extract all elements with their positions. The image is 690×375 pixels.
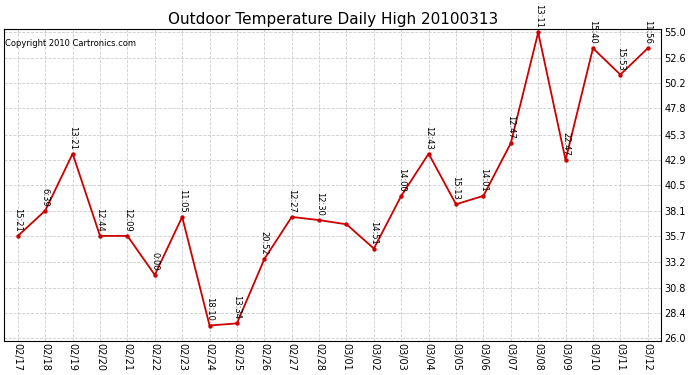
Point xyxy=(368,246,380,252)
Point xyxy=(122,233,133,239)
Text: 15:40: 15:40 xyxy=(589,20,598,44)
Text: 13:34: 13:34 xyxy=(233,295,241,319)
Text: 18:10: 18:10 xyxy=(205,297,214,321)
Point xyxy=(560,157,571,163)
Text: 12:43: 12:43 xyxy=(424,126,433,150)
Text: 11:56: 11:56 xyxy=(643,20,652,44)
Text: 15:13: 15:13 xyxy=(451,176,460,200)
Text: 12:27: 12:27 xyxy=(287,189,296,213)
Point xyxy=(12,233,23,239)
Point xyxy=(40,208,51,214)
Text: 12:47: 12:47 xyxy=(506,115,515,139)
Text: 15:53: 15:53 xyxy=(616,46,625,70)
Point xyxy=(478,193,489,199)
Point xyxy=(505,140,516,146)
Point xyxy=(615,72,626,78)
Text: 22:47: 22:47 xyxy=(561,132,570,156)
Text: 6:39: 6:39 xyxy=(41,188,50,206)
Text: 14:51: 14:51 xyxy=(369,220,378,245)
Point xyxy=(423,151,434,157)
Text: 20:52: 20:52 xyxy=(260,231,269,255)
Point xyxy=(396,193,407,199)
Point xyxy=(451,201,462,207)
Text: Copyright 2010 Cartronics.com: Copyright 2010 Cartronics.com xyxy=(6,39,137,48)
Point xyxy=(533,30,544,36)
Point xyxy=(642,45,653,51)
Point xyxy=(177,214,188,220)
Point xyxy=(313,217,324,223)
Point xyxy=(204,322,215,328)
Text: 12:30: 12:30 xyxy=(315,192,324,216)
Point xyxy=(341,221,352,227)
Point xyxy=(259,256,270,262)
Title: Outdoor Temperature Daily High 20100313: Outdoor Temperature Daily High 20100313 xyxy=(168,12,498,27)
Text: 15:21: 15:21 xyxy=(13,208,22,232)
Point xyxy=(286,214,297,220)
Text: 14:01: 14:01 xyxy=(479,168,488,192)
Point xyxy=(231,320,242,326)
Text: 0:00: 0:00 xyxy=(150,252,159,271)
Text: 12:09: 12:09 xyxy=(123,208,132,232)
Text: 14:00: 14:00 xyxy=(397,168,406,192)
Text: 13:21: 13:21 xyxy=(68,126,77,150)
Text: 11:05: 11:05 xyxy=(178,189,187,213)
Point xyxy=(587,45,598,51)
Text: 12:44: 12:44 xyxy=(95,208,104,232)
Point xyxy=(95,233,106,239)
Text: 13:11: 13:11 xyxy=(533,4,543,28)
Point xyxy=(149,272,160,278)
Point xyxy=(67,151,78,157)
